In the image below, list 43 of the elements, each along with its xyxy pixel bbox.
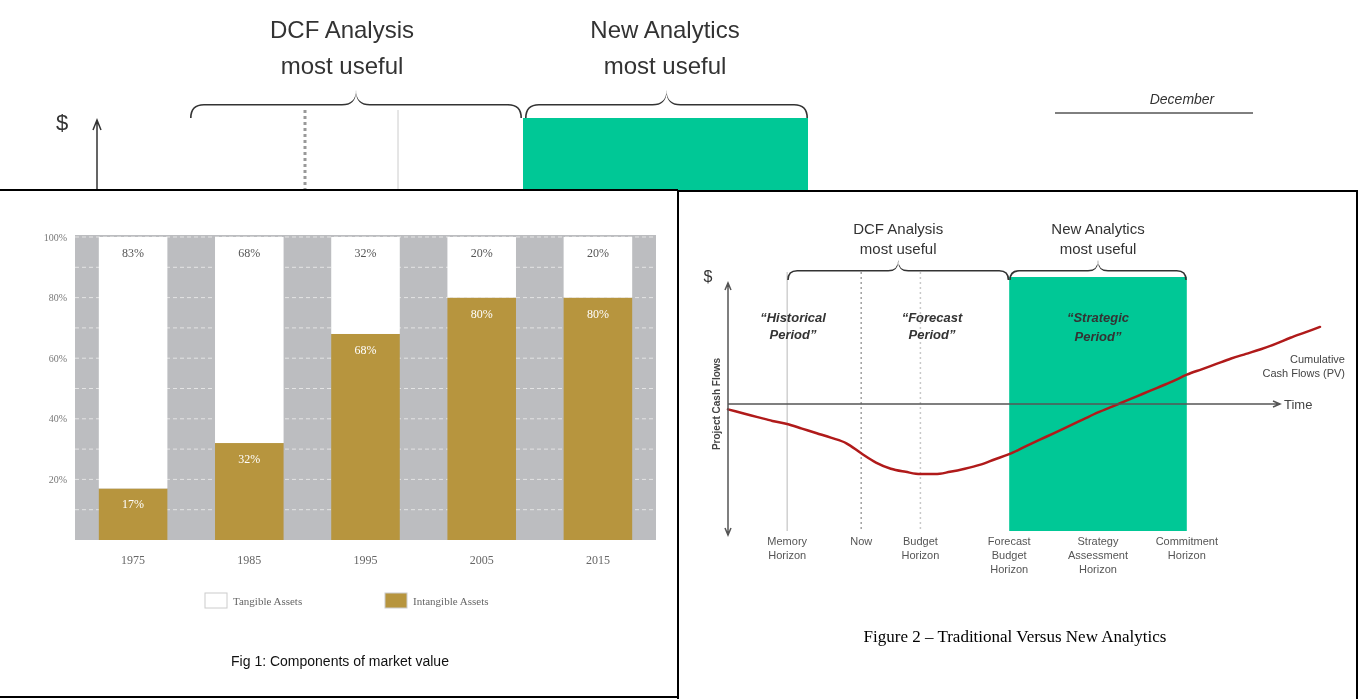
- x-tick-label: Commitment Horizon: [1155, 535, 1218, 561]
- band-label: “Strategic Period”: [1066, 310, 1130, 344]
- annotation: “Historical Period”: [760, 310, 827, 342]
- text: $: [703, 268, 713, 285]
- text: December: [1149, 91, 1216, 107]
- y-tick-label: 80%: [48, 292, 67, 304]
- annotation: “Forecast Period”: [901, 310, 964, 342]
- text: New Analytics most useful: [590, 16, 740, 79]
- x-tick-label: Forecast Budget Horizon: [987, 535, 1031, 575]
- data-label: 32%: [354, 246, 377, 260]
- x-tick-label: 2005: [469, 553, 494, 567]
- data-label: 80%: [470, 306, 493, 321]
- text: Figure 2 – Traditional Versus New Analytics: [863, 627, 1167, 646]
- data-label: 80%: [586, 306, 609, 321]
- x-tick-label: 1985: [237, 553, 262, 567]
- data-label: 32%: [238, 452, 261, 467]
- data-label: 83%: [122, 246, 145, 260]
- y-tick-label: 20%: [48, 473, 67, 485]
- x-tick-label: 1975: [121, 553, 146, 567]
- legend-label: Tangible Assets: [233, 595, 303, 607]
- legend-label: Intangible Assets: [413, 595, 489, 607]
- x-tick-label: 2015: [585, 553, 610, 567]
- x-tick-label: Memory Horizon: [767, 535, 808, 561]
- y-tick-label: 100%: [43, 231, 67, 243]
- text: Fig 1: Components of market value: [231, 653, 450, 669]
- x-tick-label: 1995: [353, 553, 378, 567]
- y-tick-label: 60%: [48, 352, 67, 364]
- text: DCF Analysis most useful: [853, 220, 944, 257]
- text: $: [55, 110, 69, 135]
- x-tick-label: Strategy Assessment Horizon: [1068, 535, 1128, 575]
- series-label: Cumulative Cash Flows (PV): [1262, 352, 1345, 379]
- text: DCF Analysis most useful: [269, 16, 415, 79]
- x-tick-label: Now: [850, 535, 873, 547]
- data-label: 68%: [238, 246, 261, 260]
- data-label: 17%: [122, 497, 145, 512]
- y-axis-title: Project Cash Flows: [711, 357, 722, 451]
- data-label: 68%: [354, 342, 377, 357]
- data-label: 20%: [470, 246, 493, 260]
- data-label: 20%: [586, 246, 609, 260]
- y-tick-label: 40%: [48, 413, 67, 425]
- x-tick-label: Budget Horizon: [901, 535, 940, 561]
- text: New Analytics most useful: [1051, 220, 1145, 257]
- x-axis-title: Time: [1284, 396, 1313, 412]
